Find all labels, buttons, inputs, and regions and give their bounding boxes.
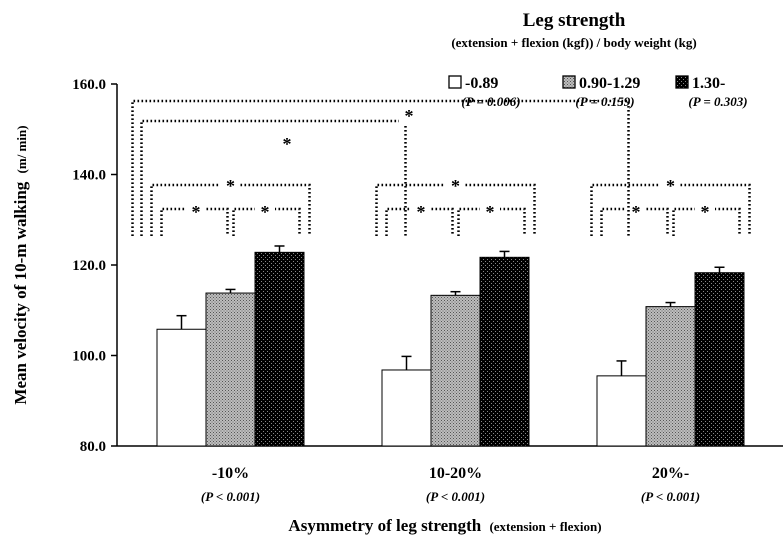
y-axis-ticks: 80.0 100.0 120.0 140.0 160.0 <box>72 77 117 455</box>
x-category-p-value: (P < 0.001) <box>641 489 700 504</box>
legend-swatch <box>675 75 689 89</box>
y-axis-label-unit: (m/ min) <box>14 125 29 173</box>
x-category-label: 20%- <box>652 465 689 482</box>
legend-p-value: (P = 0.303) <box>688 94 747 109</box>
y-tick-label: 100.0 <box>72 349 106 365</box>
significance-star-bg <box>277 137 297 153</box>
significance-star: * <box>192 202 201 222</box>
x-category-p-value: (P < 0.001) <box>201 489 260 504</box>
significance-star: * <box>283 134 292 154</box>
legend-swatch <box>562 75 576 89</box>
y-tick-label: 160.0 <box>72 77 106 93</box>
significance-star: * <box>666 176 675 196</box>
significance-bracket <box>375 183 536 236</box>
significance-star-bg <box>186 205 206 221</box>
x-category-p-value: (P < 0.001) <box>426 489 485 504</box>
bar-0-0 <box>156 328 207 447</box>
significance-star-bg <box>626 205 646 221</box>
significance-star-bg <box>411 205 431 221</box>
significance-star-bg <box>445 179 466 195</box>
x-axis-categories: -10% (P < 0.001) 10-20% (P < 0.001) 20%- (P <… <box>201 465 700 504</box>
bar-1-1 <box>430 294 481 447</box>
x-axis-label: Asymmetry of leg strength (extension + f… <box>288 516 601 535</box>
y-tick-label: 80.0 <box>80 439 106 455</box>
y-tick-label: 120.0 <box>72 258 106 274</box>
legend-swatch <box>448 75 462 89</box>
legend-p-value: (P = 0.159) <box>575 94 634 109</box>
significance-star: * <box>261 202 270 222</box>
bar-1-2 <box>479 256 530 447</box>
legend-p-value: (P = 0.006) <box>461 94 520 109</box>
x-axis-label-main: Asymmetry of leg strength <box>288 516 481 535</box>
significance-star-bg <box>480 205 500 221</box>
significance-star: * <box>486 202 495 222</box>
significance-star: * <box>451 176 460 196</box>
significance-star: * <box>701 202 710 222</box>
significance-star-bg <box>660 179 681 195</box>
significance-star: * <box>226 176 235 196</box>
bar-0-1 <box>205 292 256 447</box>
chart-title: Leg strength <box>523 10 626 31</box>
x-category-label: 10-20% <box>429 465 482 482</box>
significance-star: * <box>417 202 426 222</box>
significance-star: * <box>632 202 641 222</box>
significance-star: * <box>405 106 414 126</box>
bar-2-1 <box>645 306 696 447</box>
significance-star-bg <box>255 205 275 221</box>
y-axis-label: Mean velocity of 10-m walking (m/ min) <box>11 125 30 404</box>
significance-star-bg <box>695 205 715 221</box>
bar-2-2 <box>694 272 745 447</box>
significance-bracket <box>590 183 751 236</box>
x-axis-label-note: (extension + flexion) <box>489 519 601 534</box>
x-category-label: -10% <box>212 465 249 482</box>
chart-subtitle: (extension + flexion (kgf)) / body weigh… <box>451 35 696 50</box>
y-tick-label: 140.0 <box>72 168 106 184</box>
significance-brackets: * * * * * * * * * * * <box>131 99 751 236</box>
significance-bracket <box>150 183 311 236</box>
significance-star-bg <box>220 179 241 195</box>
y-axis-label-main: Mean velocity of 10-m walking <box>11 181 30 404</box>
legend-label: -0.89 <box>465 75 498 92</box>
significance-star-bg <box>399 109 419 125</box>
bar-1-0 <box>381 369 432 447</box>
bars <box>156 245 745 447</box>
legend-label: 1.30- <box>692 75 725 92</box>
legend: -0.89 (P = 0.006) 0.90-1.29 (P = 0.159) 1.30… <box>448 75 748 109</box>
legend-label: 0.90-1.29 <box>579 75 640 92</box>
bar-0-2 <box>254 251 305 447</box>
significance-bracket <box>140 119 407 236</box>
bar-2-0 <box>596 375 647 447</box>
